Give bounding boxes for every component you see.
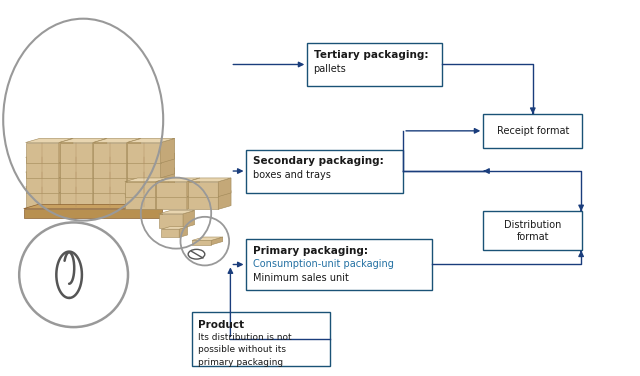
Polygon shape	[188, 194, 218, 209]
FancyBboxPatch shape	[246, 239, 432, 290]
Polygon shape	[26, 183, 73, 187]
Polygon shape	[125, 178, 168, 182]
Polygon shape	[26, 187, 59, 208]
Polygon shape	[60, 187, 93, 208]
Text: Minimum sales unit: Minimum sales unit	[253, 273, 349, 283]
Polygon shape	[211, 237, 223, 245]
Polygon shape	[93, 138, 141, 143]
Polygon shape	[60, 153, 107, 157]
Text: Consumption-unit packaging: Consumption-unit packaging	[253, 259, 394, 269]
Polygon shape	[161, 138, 175, 163]
Polygon shape	[125, 191, 168, 194]
Polygon shape	[60, 168, 107, 172]
Polygon shape	[125, 194, 156, 209]
Polygon shape	[127, 153, 175, 157]
Polygon shape	[127, 168, 141, 193]
Polygon shape	[127, 172, 161, 193]
Polygon shape	[26, 168, 73, 172]
Polygon shape	[156, 182, 187, 197]
Polygon shape	[93, 187, 127, 208]
Polygon shape	[159, 211, 195, 214]
Text: pallets: pallets	[314, 64, 346, 74]
Polygon shape	[161, 168, 175, 193]
Polygon shape	[161, 229, 179, 237]
Polygon shape	[188, 182, 218, 197]
Polygon shape	[218, 178, 231, 197]
Polygon shape	[59, 153, 73, 178]
Polygon shape	[179, 227, 188, 237]
Polygon shape	[93, 143, 127, 163]
Polygon shape	[187, 191, 200, 209]
Polygon shape	[93, 138, 107, 163]
Polygon shape	[125, 182, 156, 197]
Text: Primary packaging:: Primary packaging:	[253, 246, 368, 256]
Polygon shape	[26, 157, 59, 178]
Polygon shape	[161, 227, 188, 229]
Polygon shape	[60, 183, 107, 187]
FancyBboxPatch shape	[483, 211, 582, 250]
Polygon shape	[60, 157, 93, 178]
Polygon shape	[127, 153, 141, 178]
Polygon shape	[127, 168, 175, 172]
Polygon shape	[127, 183, 175, 187]
Polygon shape	[161, 153, 175, 178]
Polygon shape	[26, 153, 73, 157]
Polygon shape	[59, 183, 73, 208]
Polygon shape	[156, 178, 168, 197]
Polygon shape	[127, 183, 141, 208]
Polygon shape	[93, 172, 127, 193]
Polygon shape	[156, 191, 200, 194]
Polygon shape	[127, 138, 175, 143]
Text: Tertiary packaging:: Tertiary packaging:	[314, 50, 428, 60]
Polygon shape	[192, 237, 223, 240]
Polygon shape	[93, 168, 141, 172]
Polygon shape	[218, 191, 231, 209]
Polygon shape	[59, 138, 73, 163]
Polygon shape	[127, 138, 141, 163]
Polygon shape	[93, 153, 141, 157]
Text: Distribution
format: Distribution format	[504, 220, 561, 242]
Polygon shape	[127, 187, 161, 208]
Polygon shape	[26, 143, 59, 163]
Polygon shape	[93, 157, 127, 178]
Polygon shape	[156, 191, 168, 209]
FancyBboxPatch shape	[246, 150, 403, 193]
Polygon shape	[93, 153, 107, 178]
Polygon shape	[187, 178, 200, 197]
Polygon shape	[93, 183, 141, 187]
Text: Product: Product	[198, 320, 244, 330]
FancyBboxPatch shape	[307, 43, 442, 86]
Polygon shape	[192, 240, 211, 245]
Text: Receipt format: Receipt format	[497, 126, 569, 136]
Text: boxes and trays: boxes and trays	[253, 170, 331, 180]
Text: Secondary packaging:: Secondary packaging:	[253, 156, 383, 166]
Polygon shape	[159, 214, 183, 228]
Polygon shape	[183, 211, 195, 228]
Polygon shape	[188, 178, 231, 182]
Polygon shape	[127, 143, 161, 163]
Polygon shape	[161, 183, 175, 208]
Polygon shape	[188, 191, 231, 194]
Polygon shape	[24, 205, 176, 209]
Polygon shape	[60, 143, 93, 163]
Polygon shape	[156, 178, 200, 182]
Polygon shape	[26, 172, 59, 193]
Polygon shape	[59, 168, 73, 193]
Polygon shape	[60, 172, 93, 193]
Polygon shape	[127, 157, 161, 178]
FancyBboxPatch shape	[483, 114, 582, 148]
Text: Its distribution is not
possible without its
primary packaging: Its distribution is not possible without…	[198, 333, 292, 367]
FancyBboxPatch shape	[192, 312, 330, 366]
Polygon shape	[93, 168, 107, 193]
Polygon shape	[26, 138, 73, 143]
Polygon shape	[156, 194, 187, 209]
Polygon shape	[24, 209, 162, 218]
Polygon shape	[93, 183, 107, 208]
Polygon shape	[60, 138, 107, 143]
